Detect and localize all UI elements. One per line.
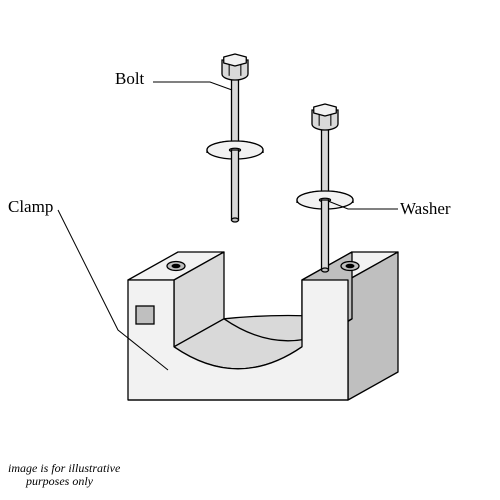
leader-bolt: [153, 82, 232, 90]
label-clamp: Clamp: [8, 198, 53, 217]
disclaimer-line1: image is for illustrative: [8, 461, 120, 475]
bolt-head-icon: [224, 54, 247, 66]
disclaimer: image is for illustrative purposes only: [8, 462, 120, 488]
diagram-canvas: [0, 0, 500, 500]
bolt-right: [297, 104, 353, 272]
bolt-head-icon: [314, 104, 337, 116]
label-bolt: Bolt: [115, 70, 144, 89]
label-washer: Washer: [400, 200, 451, 219]
clamp-icon: [128, 252, 398, 400]
disclaimer-line2: purposes only: [8, 474, 93, 488]
bolt-left: [207, 54, 263, 222]
